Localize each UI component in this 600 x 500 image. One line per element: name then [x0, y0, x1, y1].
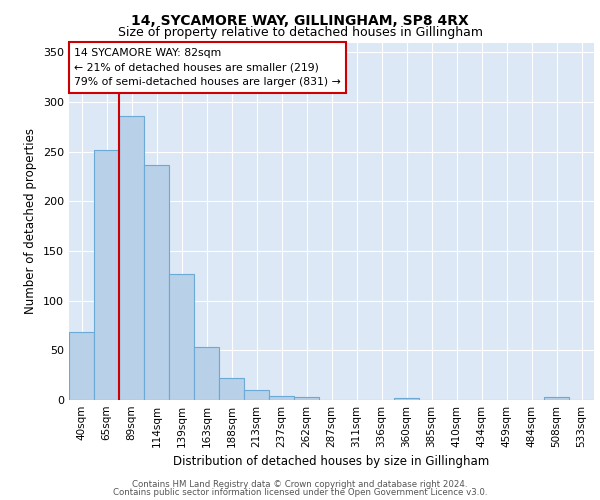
Text: 14 SYCAMORE WAY: 82sqm
← 21% of detached houses are smaller (219)
79% of semi-de: 14 SYCAMORE WAY: 82sqm ← 21% of detached…	[74, 48, 341, 88]
Bar	[394, 398, 419, 400]
Bar	[169, 274, 194, 400]
Text: Contains public sector information licensed under the Open Government Licence v3: Contains public sector information licen…	[113, 488, 487, 497]
Bar	[144, 164, 169, 400]
Bar	[244, 390, 269, 400]
Bar	[269, 396, 294, 400]
Text: Contains HM Land Registry data © Crown copyright and database right 2024.: Contains HM Land Registry data © Crown c…	[132, 480, 468, 489]
Text: 14, SYCAMORE WAY, GILLINGHAM, SP8 4RX: 14, SYCAMORE WAY, GILLINGHAM, SP8 4RX	[131, 14, 469, 28]
Y-axis label: Number of detached properties: Number of detached properties	[25, 128, 37, 314]
Bar	[544, 397, 569, 400]
Bar	[69, 332, 94, 400]
X-axis label: Distribution of detached houses by size in Gillingham: Distribution of detached houses by size …	[173, 456, 490, 468]
Bar	[94, 150, 119, 400]
Bar	[219, 378, 244, 400]
Text: Size of property relative to detached houses in Gillingham: Size of property relative to detached ho…	[118, 26, 482, 39]
Bar	[119, 116, 144, 400]
Bar	[194, 348, 219, 400]
Bar	[294, 397, 319, 400]
